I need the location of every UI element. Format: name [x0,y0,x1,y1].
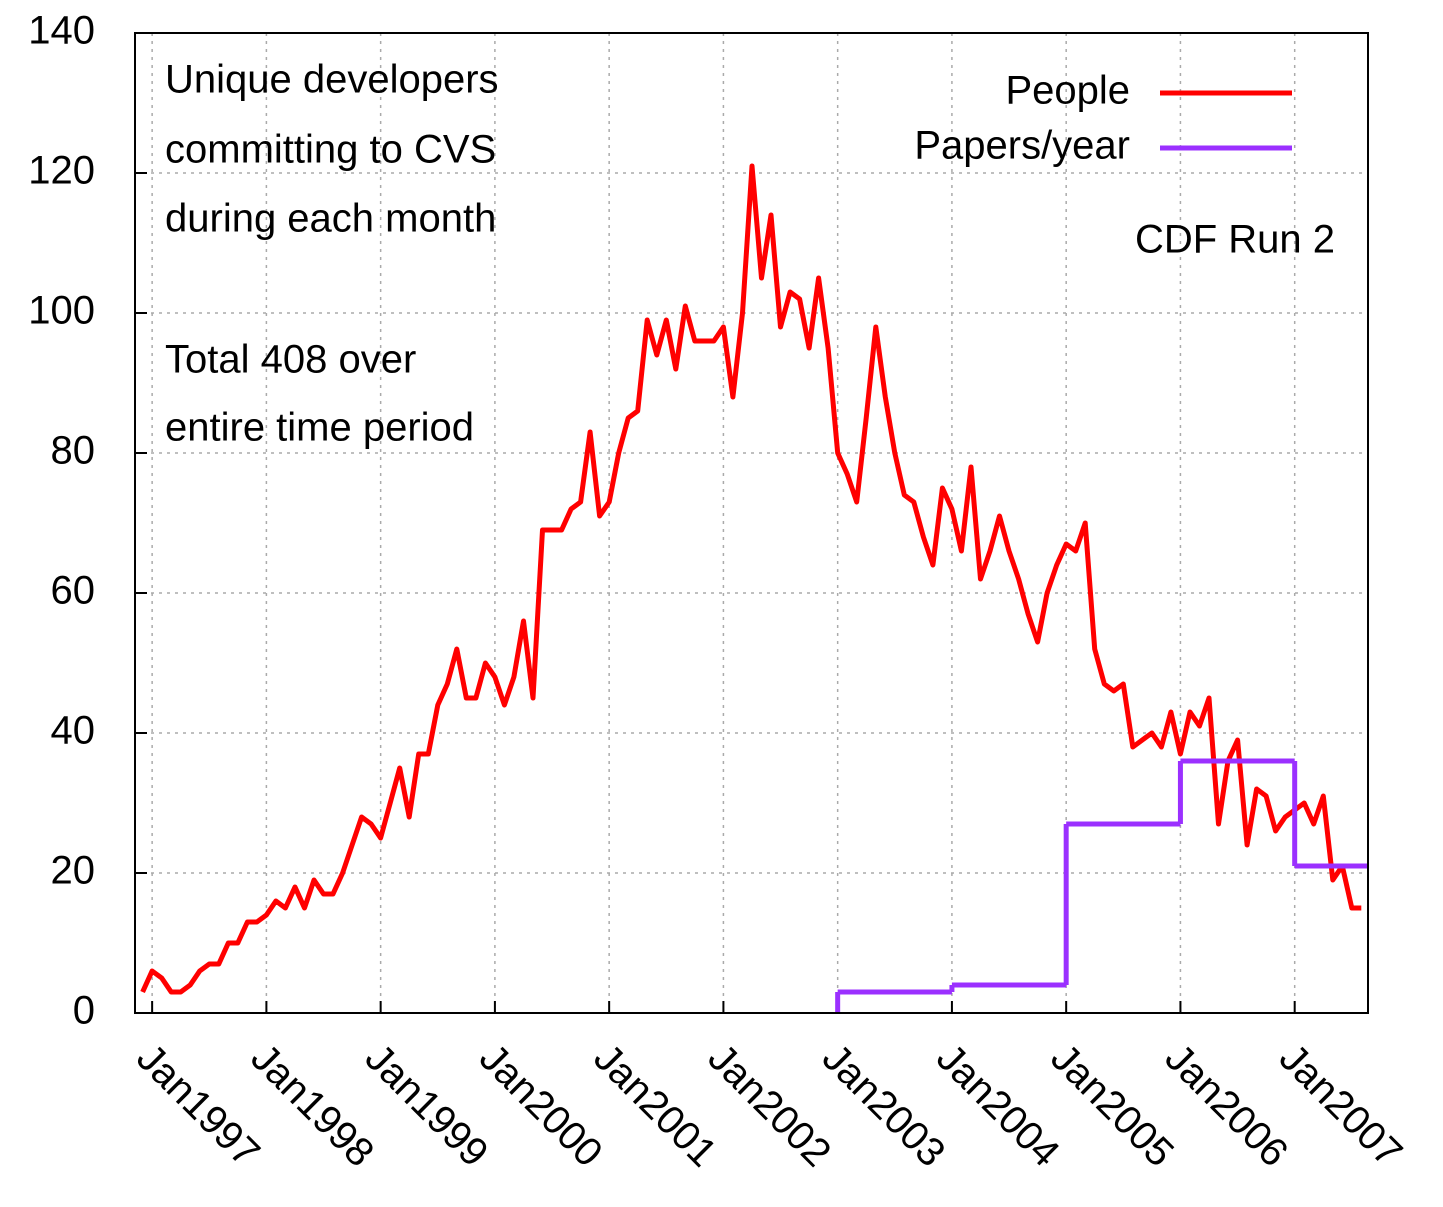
x-tick-label: Jan1999 [357,1036,497,1176]
plot-frame [134,32,1369,1014]
annotation: committing to CVS [165,128,496,172]
annotation: during each month [165,197,496,241]
y-tick-label: 60 [51,569,96,613]
x-tick-label: Jan2005 [1042,1036,1182,1176]
x-tick-label: Jan2007 [1271,1036,1411,1176]
x-tick-label: Jan2004 [928,1036,1068,1176]
annotation: CDF Run 2 [1135,218,1335,262]
annotation: Unique developers [165,58,499,102]
annotation: entire time period [165,406,474,450]
x-tick-label: Jan2002 [700,1036,840,1176]
legend-label: Papers/year [914,124,1130,168]
annotation: Total 408 over [165,338,416,382]
x-tick-label: Jan1998 [243,1036,383,1176]
x-tick-label: Jan2001 [585,1036,725,1176]
y-tick-label: 40 [51,709,96,753]
x-tick-label: Jan2000 [471,1036,611,1176]
y-tick-label: 0 [73,989,95,1033]
line-series [140,163,1362,995]
labels: 020406080100120140Jan1997Jan1998Jan1999J… [28,9,1410,1176]
legend-label: People [1005,69,1130,113]
x-tick-label: Jan2006 [1157,1036,1297,1176]
grid [135,32,1368,1014]
y-tick-label: 80 [51,429,96,473]
y-tick-label: 20 [51,849,96,893]
y-tick-label: 140 [28,9,95,53]
marks [140,163,1368,1013]
y-tick-label: 100 [28,289,95,333]
y-tick-label: 120 [28,149,95,193]
x-tick-label: Jan2003 [814,1036,954,1176]
x-tick-label: Jan1997 [128,1036,268,1176]
